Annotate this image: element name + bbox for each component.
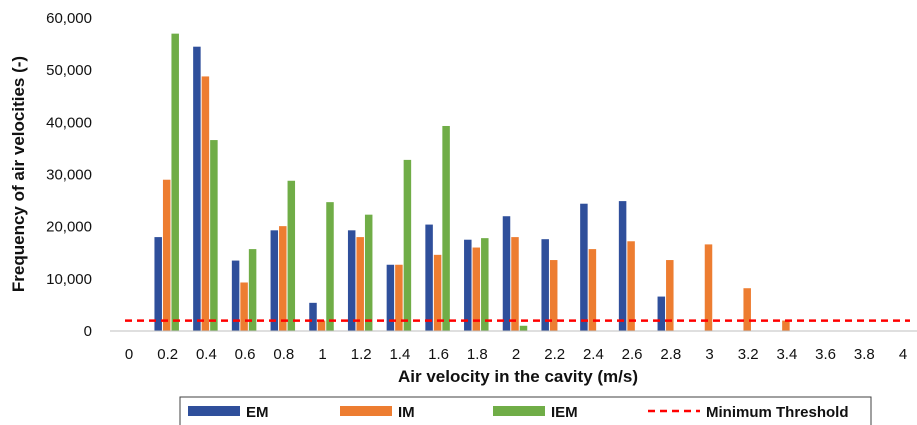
bar-im-3 xyxy=(704,244,713,331)
bar-iem-0.4 xyxy=(210,140,218,331)
x-tick-label: 0.2 xyxy=(157,346,178,363)
bar-im-2.2 xyxy=(549,260,558,331)
bar-im-0.4 xyxy=(201,76,210,332)
x-tick-label: 3.6 xyxy=(815,346,836,363)
bar-im-1 xyxy=(317,320,326,331)
bar-em-1.2 xyxy=(347,230,356,331)
bar-iem-0.2 xyxy=(171,33,179,332)
legend-swatch-em xyxy=(188,406,240,416)
bar-im-2.8 xyxy=(666,260,674,331)
bar-em-2 xyxy=(502,216,511,331)
legend-label-iem: IEM xyxy=(551,404,578,421)
y-tick-label: 30,000 xyxy=(46,167,92,184)
bar-im-2.4 xyxy=(588,249,597,331)
x-tick-label: 3.4 xyxy=(776,346,797,363)
legend-swatch-im xyxy=(340,406,392,416)
x-tick-label: 3.8 xyxy=(854,346,875,363)
bar-iem-1.8 xyxy=(481,238,489,331)
bar-em-1.8 xyxy=(464,239,472,331)
bar-groups xyxy=(154,33,790,332)
bar-em-1 xyxy=(309,302,317,331)
x-axis-ticks: 0 0.2 0.4 0.6 0.8 1 1.2 1.4 1.6 1.8 2 2.2 2.4 2.6 2.8 3… xyxy=(125,346,907,363)
x-tick-label: 1.2 xyxy=(351,346,372,363)
y-tick-label: 20,000 xyxy=(46,219,92,236)
bar-em-0.2 xyxy=(154,237,162,331)
legend: EM IM IEM Minimum Threshold xyxy=(179,396,872,425)
bar-em-0.6 xyxy=(231,260,240,331)
bar-im-3.2 xyxy=(743,288,751,331)
y-tick-label: 60,000 xyxy=(46,10,92,27)
y-tick-label: 40,000 xyxy=(46,114,92,131)
bar-im-0.8 xyxy=(279,226,287,331)
legend-label-im: IM xyxy=(398,404,415,421)
bar-im-1.4 xyxy=(395,264,403,331)
legend-swatch-iem xyxy=(493,406,545,416)
x-tick-label: 1 xyxy=(318,346,326,363)
legend-label-threshold: Minimum Threshold xyxy=(706,404,849,421)
bar-iem-2 xyxy=(519,325,528,331)
legend-label-em: EM xyxy=(246,404,269,421)
bar-em-2.4 xyxy=(580,203,588,331)
y-tick-label: 10,000 xyxy=(46,271,92,288)
x-tick-label: 1.8 xyxy=(467,346,488,363)
bar-em-1.6 xyxy=(425,224,433,331)
bar-em-2.6 xyxy=(618,201,627,331)
x-tick-label: 0.8 xyxy=(273,346,294,363)
y-tick-label: 0 xyxy=(84,323,92,340)
bar-em-2.8 xyxy=(657,296,666,331)
x-tick-label: 3.2 xyxy=(738,346,759,363)
bar-im-1.2 xyxy=(356,237,364,331)
y-axis-ticks: 0 10,000 20,000 30,000 40,000 50,000 60,000 xyxy=(46,10,92,340)
x-tick-label: 2.4 xyxy=(583,346,604,363)
bar-em-0.4 xyxy=(193,46,201,331)
bar-im-2.6 xyxy=(627,241,635,331)
bar-im-1.6 xyxy=(433,254,442,331)
bar-iem-1 xyxy=(326,202,334,331)
x-tick-label: 0 xyxy=(125,346,133,363)
bar-im-0.2 xyxy=(162,179,171,331)
x-tick-label: 2.8 xyxy=(660,346,681,363)
x-tick-label: 1.6 xyxy=(428,346,449,363)
bar-em-2.2 xyxy=(541,239,549,331)
bar-em-0.8 xyxy=(270,230,279,331)
x-tick-label: 2.2 xyxy=(544,346,565,363)
y-tick-label: 50,000 xyxy=(46,62,92,79)
x-tick-label: 1.4 xyxy=(389,346,410,363)
bar-iem-0.6 xyxy=(248,249,257,331)
x-tick-label: 0.6 xyxy=(235,346,256,363)
bar-im-0.6 xyxy=(240,282,248,331)
x-tick-label: 2 xyxy=(512,346,520,363)
y-axis-title: Frequency of air velocities (-) xyxy=(9,56,28,292)
bar-iem-1.6 xyxy=(442,125,450,331)
bar-iem-0.8 xyxy=(287,180,296,331)
x-tick-label: 3 xyxy=(705,346,713,363)
x-axis-title: Air velocity in the cavity (m/s) xyxy=(398,367,638,386)
x-tick-label: 0.4 xyxy=(196,346,217,363)
legend-border xyxy=(179,396,872,425)
x-tick-label: 4 xyxy=(899,346,907,363)
bar-iem-1.4 xyxy=(403,159,412,331)
bar-im-2 xyxy=(511,237,519,331)
bar-em-1.4 xyxy=(386,264,395,331)
x-tick-label: 2.6 xyxy=(622,346,643,363)
bar-iem-1.2 xyxy=(364,214,373,331)
bar-im-1.8 xyxy=(472,247,481,331)
bar-im-3.4 xyxy=(782,320,790,331)
